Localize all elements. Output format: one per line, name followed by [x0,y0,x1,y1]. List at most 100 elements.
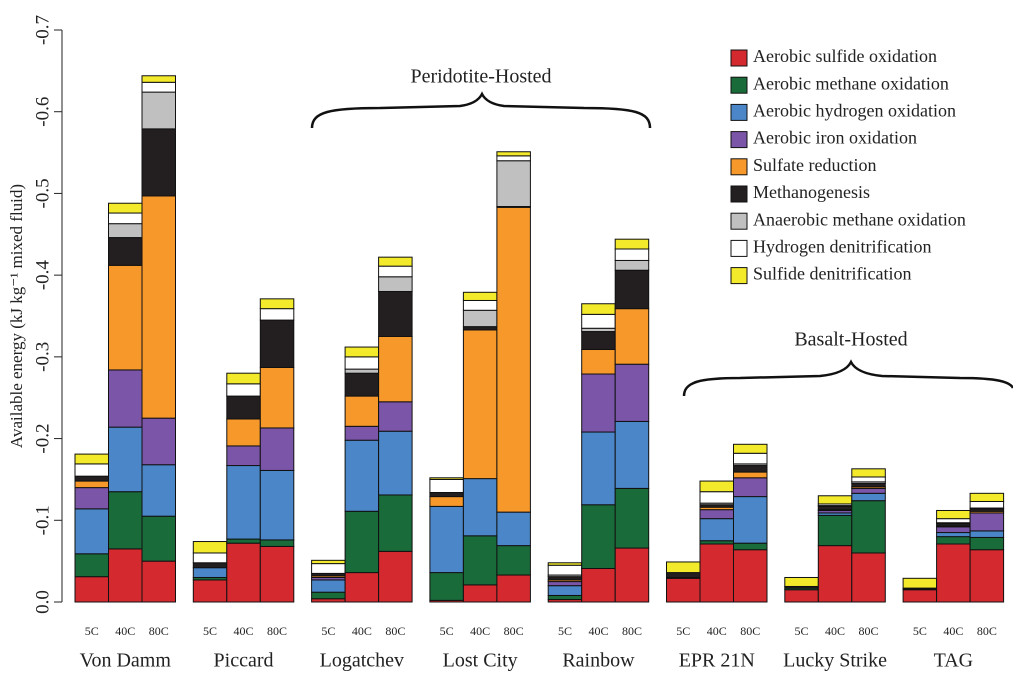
bar-segment [581,431,616,506]
x-tick-label: 40C [234,624,254,638]
x-tick-label: 40C [825,624,845,638]
x-tick-label: 5C [440,624,454,638]
bar-segment [496,511,531,547]
bar-segment [108,369,143,428]
bar-segment [699,518,734,542]
bar-segment [496,574,531,603]
annotation: Peridotite-Hosted [410,66,551,88]
group-label: Logatchev [320,650,404,672]
bar-segment [74,576,109,603]
bar-segment [108,264,143,371]
bar-segment [733,452,768,465]
bar-segment [344,356,380,370]
bar-segment [259,366,295,429]
bar-segment [902,577,938,589]
group-label: Piccard [214,650,274,672]
bar-segment [614,248,650,261]
bar-segment [226,445,261,467]
y-tick-label: -0.3 [32,342,53,372]
x-tick-label: 5C [203,624,217,638]
group-label: Lucky Strike [783,650,887,672]
bar-segment [108,223,143,239]
y-tick-label: 0.0 [32,590,53,614]
x-tick-label: 80C [149,624,169,638]
y-tick-label: -0.5 [32,178,53,208]
bar-segment [462,309,498,328]
bar-segment [936,543,971,603]
bar-segment [344,395,380,427]
bar-segment [226,395,261,420]
bar-segment [733,542,768,551]
bar-segment [141,128,176,197]
bar-segment [141,75,176,83]
bar-segment [192,579,228,603]
bar-segment [74,508,109,555]
bar-segment [192,567,228,578]
bar-segment [226,418,261,447]
bar-segment [108,212,143,225]
group-label: EPR 21N [679,650,755,672]
bar-segment [344,372,380,397]
bar-segment [581,303,616,315]
x-tick-label: 40C [115,624,135,638]
bar-segment [733,471,768,479]
bar-segment [969,530,1005,538]
legend-label: Sulfide denitrification [753,264,911,284]
bar-segment [614,308,650,365]
basalt-brace [682,359,1013,397]
bar-segment [936,509,971,520]
legend-label: Anaerobic methane oxidation [753,209,966,229]
bar-segment [226,372,261,385]
bar-segment [141,91,176,130]
bar-segment [311,591,346,600]
bar-segment [259,539,295,547]
x-tick-label: 80C [622,624,642,638]
bar-segment [462,535,498,586]
bar-segment [108,237,143,266]
bar-segment [192,541,228,554]
bar-segment [141,195,176,419]
bar-segment [226,465,261,540]
bar-segment [141,417,176,466]
bar-segment [108,548,143,603]
bar-segment [311,579,346,593]
y-tick-label: -0.2 [32,424,53,454]
bar-segment [429,496,464,507]
bar-segment [936,518,971,524]
bar-segment [226,542,261,603]
bar-segment [496,160,531,208]
x-tick-label: 80C [267,624,287,638]
legend-swatch [730,49,748,67]
bar-segment [496,206,531,513]
bar-segment [429,505,464,574]
bar-segment [108,202,143,214]
bar-segment [192,562,228,569]
x-tick-label: 80C [740,624,760,638]
x-tick-label: 80C [504,624,524,638]
bar-segment [344,425,380,441]
x-tick-label: 5C [558,624,572,638]
bar-segment [699,509,734,520]
bar-segment [614,269,650,310]
bar-segment [969,536,1005,551]
bar-segment [969,549,1005,603]
bar-segment [311,559,346,565]
bar-segment [74,453,109,465]
bar-segment [108,491,143,550]
legend-swatch [730,239,748,257]
bar-segment [344,346,380,358]
bar-segment [817,495,853,505]
legend-swatch [730,158,748,176]
bar-segment [462,478,498,537]
bar-segment [581,331,616,351]
bar-segment [547,581,583,587]
bar-segment [614,238,650,250]
bar-segment [74,463,109,477]
x-tick-label: 40C [352,624,372,638]
bar-segment [851,476,886,483]
bar-segment [666,577,701,603]
bar-segment [969,512,1005,532]
x-tick-label: 5C [85,624,99,638]
bar-segment [74,480,109,489]
